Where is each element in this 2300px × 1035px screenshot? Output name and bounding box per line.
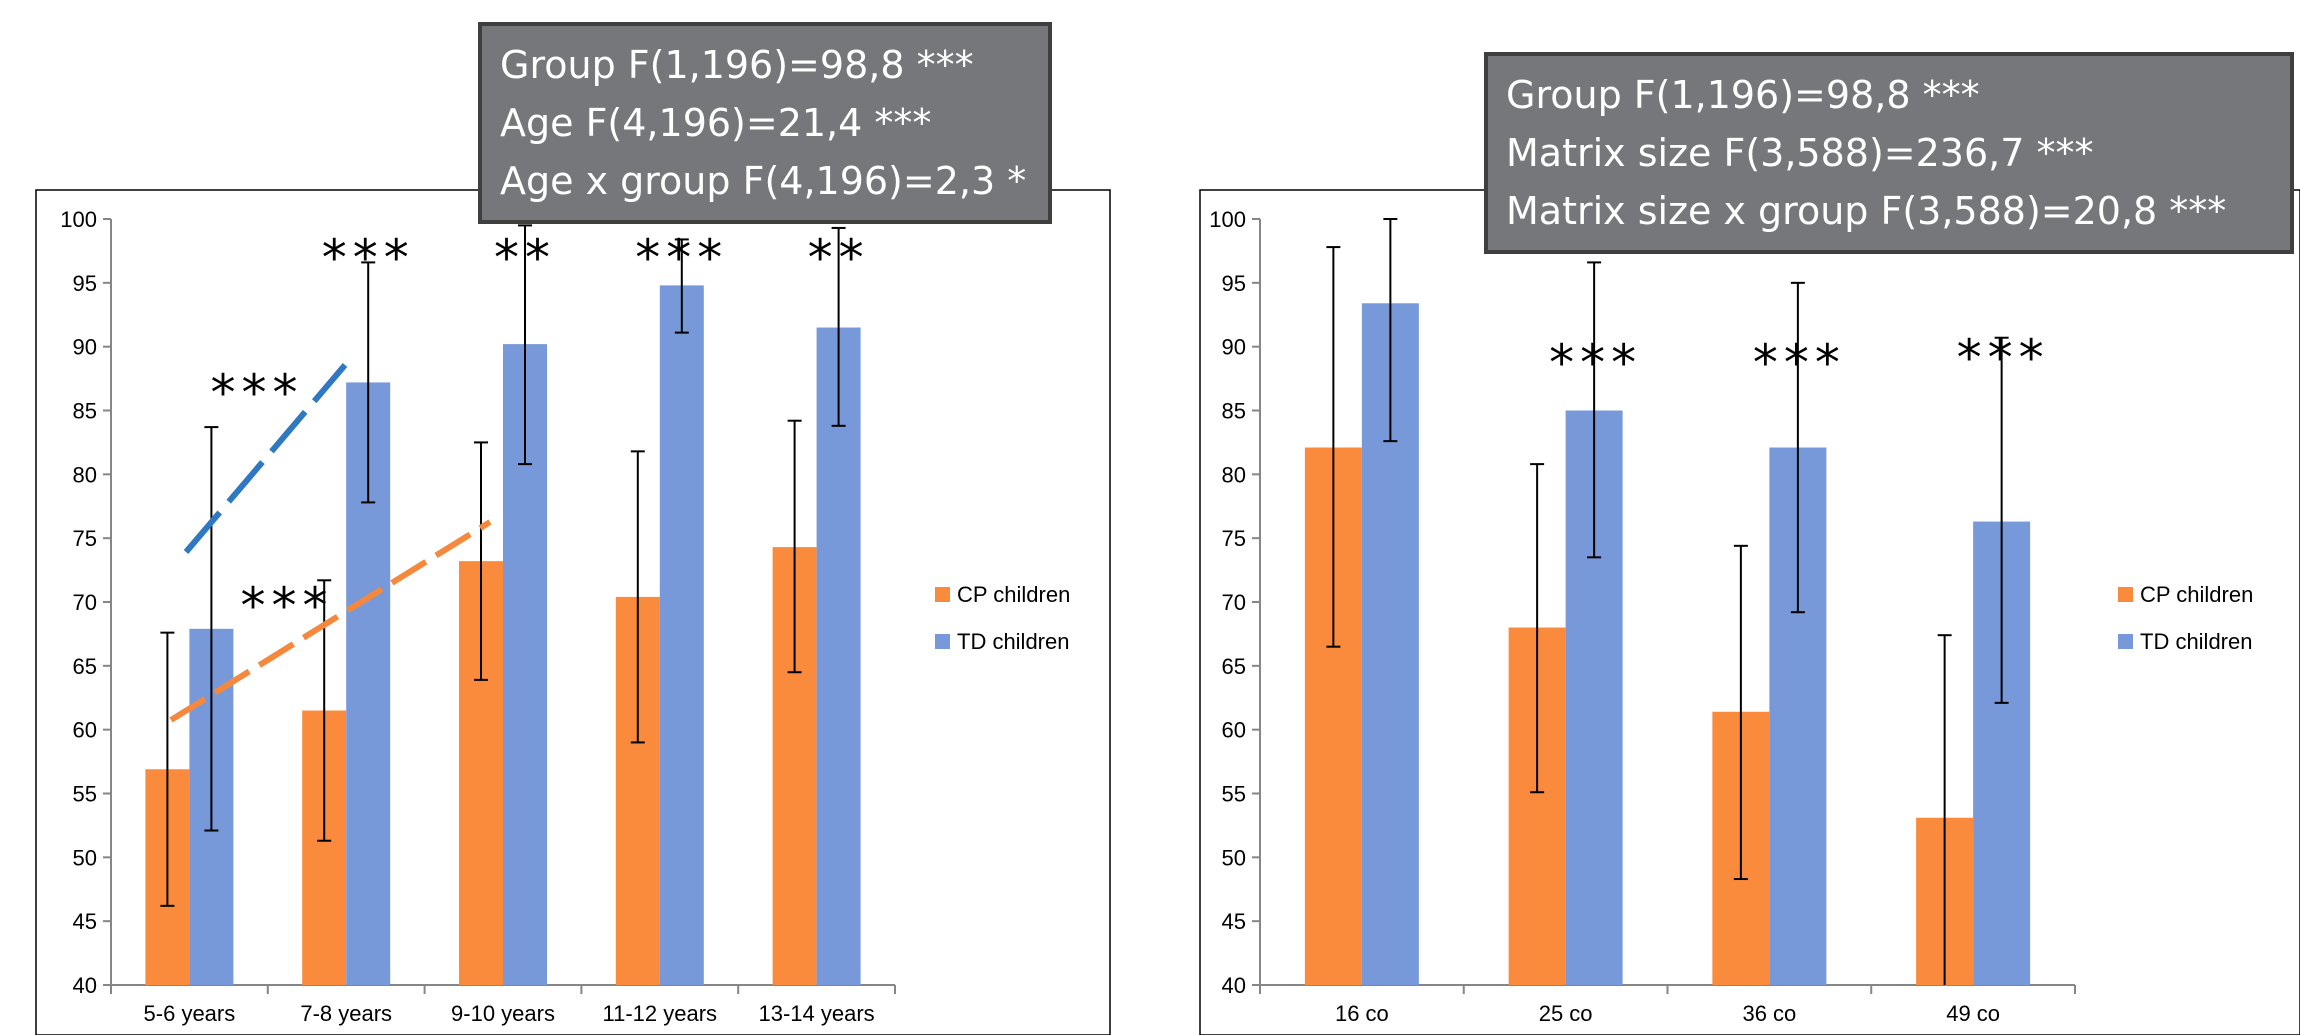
legend-label: TD children [957, 629, 1069, 654]
y-tick-label: 100 [60, 207, 97, 232]
y-tick-label: 75 [1222, 526, 1246, 551]
chart-matrix-size: 40 45 50 55 60 65 70 75 80 85 90 95 100 16 co 25 co 36 … [1199, 189, 2300, 1035]
y-tick-label: 45 [1222, 909, 1246, 934]
x-tick-label: 25 co [1539, 1001, 1593, 1026]
significance-marker: *** [635, 229, 728, 287]
legend-swatch-cp [935, 587, 950, 602]
annotation-line: Age F(4,196)=21,4 *** [500, 101, 932, 145]
annotation-line: Group F(1,196)=98,8 *** [1506, 73, 1980, 117]
y-tick-label: 100 [1209, 207, 1246, 232]
significance-marker: *** [1753, 334, 1846, 392]
y-tick-label: 80 [1222, 462, 1246, 487]
annotation-line: Matrix size F(3,588)=236,7 *** [1506, 131, 2094, 175]
x-tick-label: 11-12 years [603, 1001, 718, 1026]
y-tick-label: 50 [73, 845, 97, 870]
legend-label: CP children [957, 582, 1070, 607]
x-tick-label: 36 co [1742, 1001, 1796, 1026]
y-tick-label: 65 [73, 654, 97, 679]
trend-line-cp [169, 519, 492, 723]
y-tick-label: 60 [73, 718, 97, 743]
y-tick-label: 55 [73, 782, 97, 807]
y-tick-label: 95 [73, 271, 97, 296]
significance-marker: ** [808, 229, 870, 287]
significance-marker: *** [1549, 334, 1642, 392]
x-tick-label: 9-10 years [451, 1001, 555, 1026]
legend-label: CP children [2140, 582, 2253, 607]
legend-swatch-td [2118, 634, 2133, 649]
y-tick-label: 45 [73, 909, 97, 934]
y-tick-label: 90 [1222, 335, 1246, 360]
stats-annotation-matrix: Group F(1,196)=98,8 *** Matrix size F(3,… [1484, 52, 2294, 254]
y-tick-label: 60 [1222, 718, 1246, 743]
x-tick-label: 5-6 years [144, 1001, 236, 1026]
significance-marker: *** [322, 229, 415, 287]
y-tick-label: 75 [73, 526, 97, 551]
y-tick-label: 50 [1222, 845, 1246, 870]
annotation-line: Matrix size x group F(3,588)=20,8 *** [1506, 189, 2227, 233]
y-tick-label: 95 [1222, 271, 1246, 296]
significance-marker: ** [494, 229, 556, 287]
legend-label: TD children [2140, 629, 2252, 654]
chart-age-groups: 40 45 50 55 60 65 70 75 80 85 90 95 100 5-6 years 7-8 … [35, 189, 1111, 1035]
y-tick-label: 85 [1222, 399, 1246, 424]
bar-td-children [816, 327, 861, 985]
annotation-line: Age x group F(4,196)=2,3 * [500, 159, 1027, 203]
stats-annotation-age: Group F(1,196)=98,8 *** Age F(4,196)=21,… [478, 22, 1052, 224]
legend-swatch-cp [2118, 587, 2133, 602]
y-tick-label: 70 [1222, 590, 1246, 615]
x-tick-label: 49 co [1946, 1001, 2000, 1026]
y-tick-label: 55 [1222, 782, 1246, 807]
y-tick-label: 90 [73, 335, 97, 360]
bar-td-children [659, 285, 704, 985]
y-tick-label: 40 [1222, 973, 1246, 998]
x-tick-label: 16 co [1335, 1001, 1389, 1026]
significance-marker: *** [1957, 329, 2050, 387]
x-tick-label: 7-8 years [300, 1001, 392, 1026]
trend-significance-marker: *** [211, 364, 304, 422]
trend-line-td [183, 363, 348, 554]
y-tick-label: 85 [73, 399, 97, 424]
y-tick-label: 40 [73, 973, 97, 998]
y-tick-label: 80 [73, 462, 97, 487]
legend-swatch-td [935, 634, 950, 649]
x-tick-label: 13-14 years [759, 1001, 875, 1026]
trend-significance-marker: *** [241, 577, 334, 635]
y-tick-label: 65 [1222, 654, 1246, 679]
y-tick-label: 70 [73, 590, 97, 615]
annotation-line: Group F(1,196)=98,8 *** [500, 43, 974, 87]
